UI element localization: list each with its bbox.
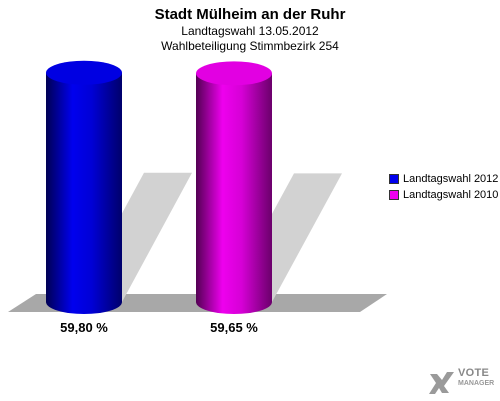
chart-title-block: Stadt Mülheim an der Ruhr Landtagswahl 1… <box>0 6 500 54</box>
bar-0 <box>46 72 122 314</box>
legend-label-2010: Landtagswahl 2010 <box>403 189 499 201</box>
legend-swatch-2012 <box>389 174 399 184</box>
legend-swatch-2010 <box>389 190 399 200</box>
legend-label-2012: Landtagswahl 2012 <box>403 173 499 185</box>
value-label-2012: 59,80 % <box>60 320 108 335</box>
logo-line-1: VOTE <box>458 367 490 379</box>
logo-line-2: MANAGER <box>458 380 495 387</box>
chart-subtitle-2: Wahlbeteiligung Stimmbezirk 254 <box>161 39 339 53</box>
legend-item-2010: Landtagswahl 2010 <box>389 187 498 203</box>
checkmark-x-icon <box>429 372 454 394</box>
value-label-2010: 59,65 % <box>210 320 258 335</box>
bar-top-1 <box>196 61 272 86</box>
chart-subtitle-1: Landtagswahl 13.05.2012 <box>181 24 319 38</box>
legend-item-2012: Landtagswahl 2012 <box>389 171 498 187</box>
bar-1 <box>196 73 272 314</box>
legend: Landtagswahl 2012 Landtagswahl 2010 <box>389 171 498 203</box>
vote-manager-logo: VOTE MANAGER <box>427 366 499 398</box>
bar-top-0 <box>46 60 122 85</box>
chart-title: Stadt Mülheim an der Ruhr <box>154 6 346 23</box>
